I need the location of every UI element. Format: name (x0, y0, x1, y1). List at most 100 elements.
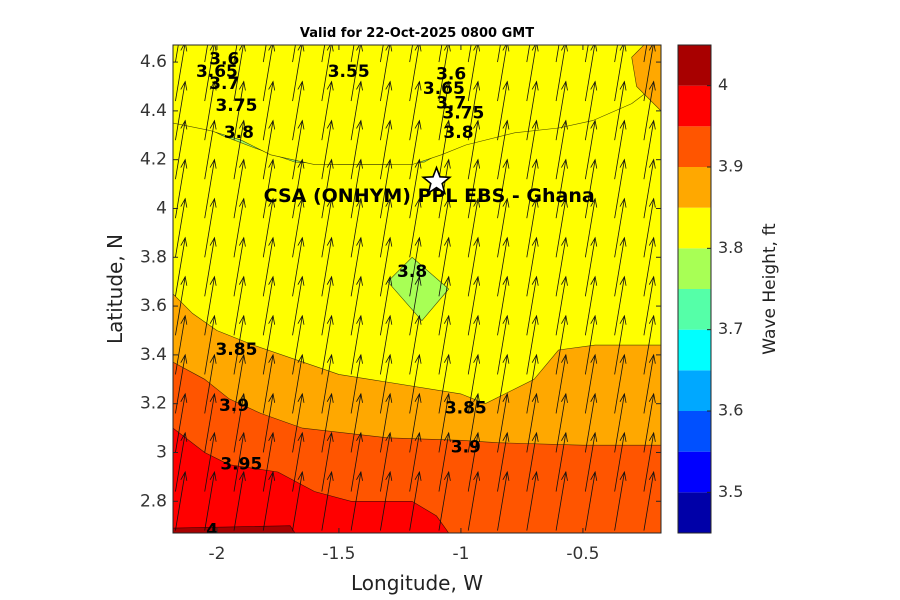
contour-label: 3.8 (224, 123, 254, 143)
vector-arrow (438, 45, 449, 102)
vector-arrow (350, 198, 362, 258)
vector-arrowhead (502, 197, 510, 208)
vector-arrowhead (385, 353, 393, 364)
vector-arrowhead (473, 236, 481, 247)
contour-labels: 3.63.653.73.753.83.55 3.63.653.73.753.83.… (196, 50, 487, 533)
vector-arrow (497, 315, 508, 375)
vector-arrow (643, 120, 655, 180)
vector-arrow (262, 237, 274, 297)
vector-arrowhead (473, 314, 481, 325)
vector-arrow (614, 81, 625, 141)
vector-arrow (321, 159, 332, 219)
vector-arrow (584, 432, 596, 492)
vector-arrow (584, 354, 596, 414)
vector-arrow (467, 120, 479, 180)
contour-label: 3.9 (219, 396, 249, 416)
vector-arrow (380, 276, 391, 336)
vector-arrowhead (209, 80, 217, 91)
vector-arrow (438, 198, 450, 258)
vector-arrow (467, 45, 478, 102)
x-tick-label: -1.5 (322, 544, 355, 564)
vector-arrowhead (414, 431, 422, 442)
vector-arrow (643, 276, 655, 336)
colorbar-frame (677, 44, 712, 534)
vector-arrow (409, 237, 420, 297)
vector-arrowhead (238, 392, 246, 403)
vector-arrowhead (473, 80, 481, 91)
vector-arrow (497, 276, 508, 336)
vector-arrow (292, 45, 296, 63)
vector-arrowhead (443, 431, 451, 442)
vector-arrowhead (561, 353, 568, 364)
vector-arrow (233, 237, 245, 297)
vector-arrow (526, 198, 537, 258)
site-annotation: CSA (ONHYM) PPL EBS - Ghana (264, 185, 595, 207)
vector-arrow (614, 45, 625, 102)
vector-arrowhead (209, 119, 217, 130)
vector-arrow (380, 81, 391, 141)
vector-arrow (292, 159, 303, 219)
vector-arrowhead (268, 236, 276, 247)
vector-arrow (175, 45, 179, 63)
wave-direction-vectors (175, 45, 656, 531)
vector-arrow (614, 315, 625, 375)
vector-arrowhead (268, 431, 276, 442)
vector-arrowhead (268, 392, 276, 403)
vector-arrow (467, 471, 479, 531)
vector-arrowhead (590, 158, 598, 169)
vector-arrow (321, 432, 332, 492)
vector-arrowhead (356, 392, 363, 403)
vector-arrowhead (297, 392, 305, 403)
vector-arrowhead (385, 45, 393, 52)
x-tick-label: -0.5 (566, 544, 599, 564)
vector-arrow (555, 237, 567, 297)
vector-arrowhead (590, 197, 598, 208)
vector-arrow (350, 276, 362, 336)
vector-arrowhead (531, 236, 539, 247)
vector-arrow (204, 315, 215, 375)
vector-arrowhead (443, 119, 451, 130)
vector-arrow (555, 471, 567, 531)
vector-arrow (467, 315, 479, 375)
vector-arrow (643, 354, 655, 414)
vector-arrowhead (473, 119, 481, 130)
vector-arrow (409, 276, 420, 336)
vector-arrowhead (297, 119, 305, 130)
vector-arrowhead (648, 314, 656, 325)
contour-band-3.8 (387, 256, 450, 322)
vector-arrow (614, 45, 618, 63)
vector-arrow (175, 198, 186, 258)
vector-arrow (175, 45, 186, 102)
vector-arrowhead (238, 470, 246, 481)
vector-arrowhead (356, 197, 363, 208)
y-tick-label: 4.2 (140, 150, 167, 170)
vector-arrowhead (561, 119, 568, 130)
vector-arrowhead (414, 353, 422, 364)
contour-label: 3.7 (436, 94, 466, 114)
vector-arrowhead (414, 80, 422, 91)
vector-arrow (526, 432, 537, 492)
contour-label: 3.65 (196, 62, 238, 82)
vector-arrow (497, 354, 508, 414)
colorbar-segment (678, 45, 711, 86)
vector-arrow (204, 354, 215, 414)
vector-arrowhead (619, 392, 627, 403)
vector-arrowhead (531, 431, 539, 442)
vector-arrowhead (414, 392, 422, 403)
vector-arrowhead (356, 470, 363, 481)
vector-arrowhead (443, 158, 451, 169)
vector-arrow (321, 120, 332, 180)
vector-arrowhead (531, 197, 539, 208)
vector-arrowhead (385, 275, 393, 286)
vector-arrowhead (590, 236, 598, 247)
vector-arrow (555, 159, 567, 219)
vector-arrow (262, 393, 274, 453)
vector-arrowhead (648, 392, 656, 403)
vector-arrow (321, 276, 332, 336)
vector-arrowhead (268, 45, 276, 52)
vector-arrow (204, 432, 215, 492)
vector-arrowhead (590, 119, 598, 130)
vector-arrowhead (531, 275, 539, 286)
vector-arrow (321, 198, 332, 258)
vector-arrow (204, 237, 215, 297)
